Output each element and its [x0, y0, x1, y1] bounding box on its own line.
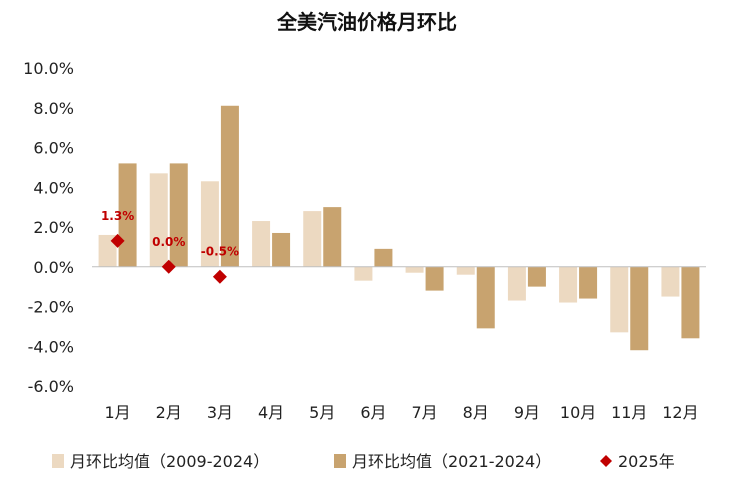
data-label: 0.0% — [152, 235, 185, 249]
bar — [252, 221, 271, 267]
bar — [476, 266, 495, 329]
x-tick-label: 11月 — [611, 403, 647, 422]
bar — [98, 234, 117, 267]
bar — [200, 181, 219, 267]
bar — [303, 211, 322, 267]
y-axis-ticks: 10.0% 8.0% 6.0% 4.0% 2.0% 0.0% -2.0% -4.0% -6.0% — [23, 59, 74, 396]
legend-swatch — [334, 454, 346, 468]
chart-title: 全美汽油价格月环比 — [276, 10, 457, 34]
bar — [456, 266, 475, 275]
y-tick-label: 2.0% — [33, 218, 74, 237]
bar — [272, 232, 291, 267]
y-tick-label: 0.0% — [33, 258, 74, 277]
y-tick-label: 4.0% — [33, 178, 74, 197]
bar — [149, 173, 168, 267]
legend-swatch — [600, 455, 612, 467]
y-tick-label: 10.0% — [23, 59, 74, 78]
bar — [579, 266, 598, 299]
x-tick-label: 6月 — [360, 403, 386, 422]
bar — [661, 266, 680, 297]
y-tick-label: -2.0% — [28, 298, 74, 317]
bars — [98, 105, 700, 351]
point-marker — [110, 233, 125, 248]
x-tick-label: 7月 — [411, 403, 437, 422]
bar — [507, 266, 526, 301]
legend: 月环比均值（2009-2024） 月环比均值（2021-2024） 2025年 — [52, 452, 675, 471]
legend-label: 2025年 — [618, 452, 675, 471]
y-tick-label: 6.0% — [33, 139, 74, 158]
bar — [169, 163, 188, 267]
x-tick-label: 9月 — [514, 403, 540, 422]
x-tick-label: 8月 — [463, 403, 489, 422]
data-label: -0.5% — [201, 245, 239, 259]
y-tick-label: -4.0% — [28, 337, 74, 356]
y-tick-label: -6.0% — [28, 377, 74, 396]
x-tick-label: 2月 — [156, 403, 182, 422]
x-tick-label: 10月 — [560, 403, 596, 422]
x-tick-label: 5月 — [309, 403, 335, 422]
bar — [559, 266, 578, 303]
bar — [323, 207, 342, 267]
bar — [681, 266, 700, 339]
x-tick-label: 3月 — [207, 403, 233, 422]
bar — [425, 266, 444, 291]
x-tick-label: 1月 — [104, 403, 130, 422]
x-axis-labels: 1月 2月 3月 4月 5月 6月 7月 8月 9月 10月 11月 12月 — [104, 403, 698, 422]
bar — [354, 266, 373, 281]
bar — [220, 105, 239, 267]
bar — [630, 266, 649, 351]
point-marker — [212, 269, 227, 284]
bar — [405, 266, 424, 273]
point-marker — [161, 259, 176, 274]
points: 1.3% 0.0% -0.5% — [101, 209, 239, 284]
x-tick-label: 4月 — [258, 403, 284, 422]
x-tick-label: 12月 — [662, 403, 698, 422]
legend-swatch — [52, 454, 64, 468]
bar — [527, 266, 546, 287]
legend-label: 月环比均值（2009-2024） — [70, 452, 269, 471]
y-tick-label: 8.0% — [33, 99, 74, 118]
legend-label: 月环比均值（2021-2024） — [352, 452, 551, 471]
bar — [610, 266, 629, 333]
bar — [374, 248, 393, 267]
data-label: 1.3% — [101, 209, 134, 223]
